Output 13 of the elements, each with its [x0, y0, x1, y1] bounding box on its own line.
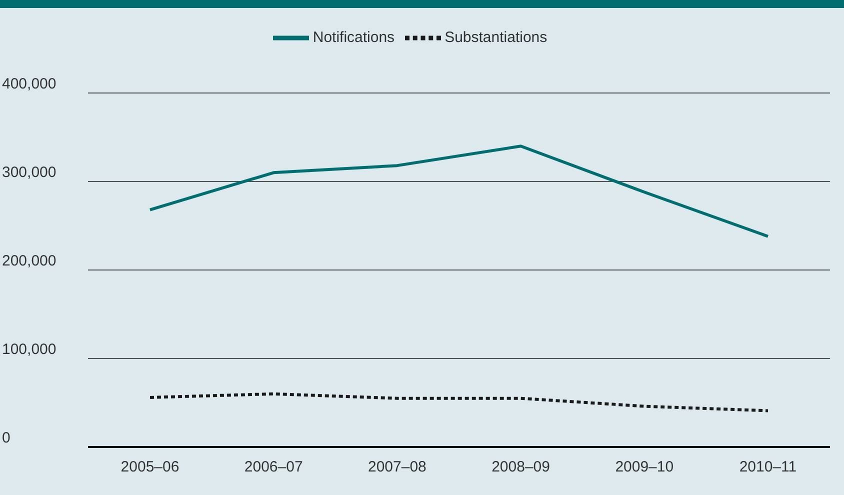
x-tick-label: 2005–06 [120, 458, 180, 476]
y-tick-label: 0 [2, 429, 10, 446]
x-tick-label: 2008–09 [492, 458, 550, 476]
x-tick-label: 2009–10 [615, 458, 674, 476]
x-tick-label: 2007–08 [368, 458, 426, 476]
y-tick-label: 400,000 [2, 75, 56, 92]
x-tick-label: 2010–11 [739, 458, 797, 476]
y-tick-label: 300,000 [2, 164, 56, 181]
legend-label: Substantiations [444, 28, 548, 46]
y-tick-label: 100,000 [2, 340, 56, 358]
y-tick-label: 200,000 [2, 252, 56, 270]
x-tick-label: 2006–07 [244, 458, 303, 476]
legend-label: Notifications [312, 28, 395, 46]
